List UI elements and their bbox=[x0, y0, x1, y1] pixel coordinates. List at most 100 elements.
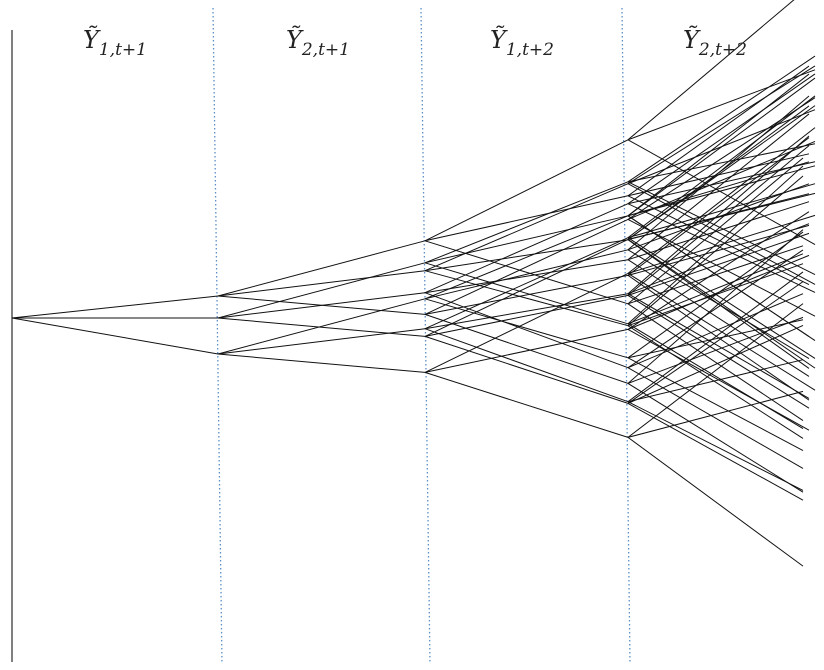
tree-edge bbox=[627, 293, 810, 399]
stage-separator bbox=[621, 7, 631, 665]
tree-edge bbox=[627, 195, 810, 285]
tree-edge bbox=[627, 192, 816, 240]
column-header: Ỹ1,t+1 bbox=[83, 25, 147, 60]
tree-edge bbox=[627, 183, 810, 251]
tree-edge bbox=[627, 65, 816, 185]
tree-edge bbox=[627, 218, 816, 317]
header-symbol: Ỹ bbox=[286, 25, 304, 54]
tree-edge bbox=[627, 143, 816, 183]
tree-edge bbox=[627, 137, 810, 276]
tree-edge bbox=[424, 183, 629, 272]
tree-edge bbox=[627, 303, 804, 421]
tree-edge bbox=[627, 165, 816, 217]
tree-edge bbox=[627, 127, 816, 274]
tree-edge bbox=[627, 139, 816, 245]
tree-edge bbox=[627, 161, 810, 217]
tree-edge bbox=[627, 357, 804, 451]
tree-edge bbox=[627, 135, 810, 295]
tree-edge bbox=[424, 371, 629, 438]
tree-edge bbox=[627, 238, 816, 369]
tree-edge bbox=[627, 181, 816, 275]
tree-edge bbox=[217, 240, 426, 297]
tree-edge bbox=[424, 238, 629, 337]
tree-edge bbox=[627, 215, 816, 341]
tree-edge bbox=[424, 240, 629, 305]
tree-edge bbox=[217, 292, 426, 319]
tree-edge bbox=[424, 294, 629, 337]
tree-edge bbox=[424, 259, 629, 294]
tree-edge bbox=[627, 145, 810, 296]
tree-edge bbox=[627, 0, 795, 141]
tree-edge bbox=[627, 436, 804, 567]
tree-edge bbox=[627, 293, 804, 369]
tree-edge bbox=[627, 294, 810, 409]
tree-edge bbox=[424, 274, 629, 315]
header-subscript: 1,t+2 bbox=[506, 40, 554, 60]
tree-edge bbox=[424, 139, 629, 242]
tree-edge bbox=[627, 183, 816, 239]
header-subscript: 2,t+2 bbox=[698, 40, 747, 60]
tree-edge bbox=[627, 303, 804, 438]
tree-edge bbox=[627, 359, 804, 403]
tree-edge bbox=[627, 211, 810, 330]
tree-edge bbox=[217, 317, 426, 337]
tree-edge bbox=[424, 328, 629, 373]
tree-edge bbox=[217, 298, 426, 355]
tree-edge bbox=[627, 69, 816, 141]
tree-edge bbox=[627, 201, 810, 261]
header-symbol: Ỹ bbox=[83, 25, 101, 54]
column-header: Ỹ2,t+1 bbox=[286, 25, 350, 60]
tree-edge bbox=[424, 237, 629, 330]
tree-edge bbox=[627, 324, 804, 404]
tree-edge bbox=[627, 402, 804, 501]
tree-edge bbox=[11, 317, 219, 355]
tree-edge bbox=[424, 262, 629, 325]
tree-edge bbox=[627, 113, 810, 261]
tree-edge bbox=[627, 367, 804, 469]
stage-separator bbox=[212, 7, 223, 665]
tree-edge bbox=[217, 270, 426, 297]
column-header: Ỹ2,t+2 bbox=[683, 25, 747, 60]
tree-edge bbox=[424, 215, 629, 300]
tree-edge bbox=[424, 293, 629, 330]
tree-edge bbox=[627, 203, 816, 293]
tree-edge bbox=[424, 218, 629, 315]
tree-edge bbox=[627, 231, 804, 359]
tree-edge bbox=[627, 237, 816, 359]
tree-edge bbox=[627, 223, 810, 295]
tree-edge bbox=[217, 262, 426, 319]
tree-edge bbox=[424, 313, 629, 384]
tree-edge bbox=[627, 401, 804, 491]
tree-edge bbox=[627, 259, 810, 377]
tree-edge bbox=[627, 325, 804, 439]
tree-edge bbox=[627, 382, 804, 493]
tree-edge bbox=[424, 298, 629, 359]
tree-edge bbox=[424, 195, 629, 242]
tree-edge bbox=[627, 73, 816, 205]
tree-edge bbox=[217, 353, 426, 373]
tree-edge bbox=[627, 95, 810, 251]
tree-edge bbox=[627, 232, 810, 296]
tree-edge bbox=[627, 229, 804, 384]
column-header: Ỹ1,t+2 bbox=[490, 25, 554, 60]
tree-edge bbox=[627, 105, 816, 240]
tree-edge bbox=[424, 239, 629, 272]
tree-edge bbox=[11, 295, 219, 319]
tree-edge bbox=[424, 328, 629, 403]
tree-edge bbox=[424, 249, 629, 300]
tree-edge bbox=[424, 272, 629, 373]
tree-edges bbox=[11, 0, 816, 567]
tree-edge bbox=[424, 203, 629, 294]
tree-edge bbox=[627, 183, 816, 285]
tree-edge bbox=[627, 281, 804, 404]
tree-edge bbox=[627, 77, 816, 217]
tree-edge bbox=[627, 254, 810, 330]
tree-edge bbox=[424, 292, 629, 369]
tree-edge bbox=[424, 335, 629, 404]
header-subscript: 1,t+1 bbox=[99, 40, 147, 60]
tree-edge bbox=[627, 214, 816, 274]
header-symbol: Ỹ bbox=[683, 25, 701, 54]
tree-edge bbox=[627, 55, 816, 183]
